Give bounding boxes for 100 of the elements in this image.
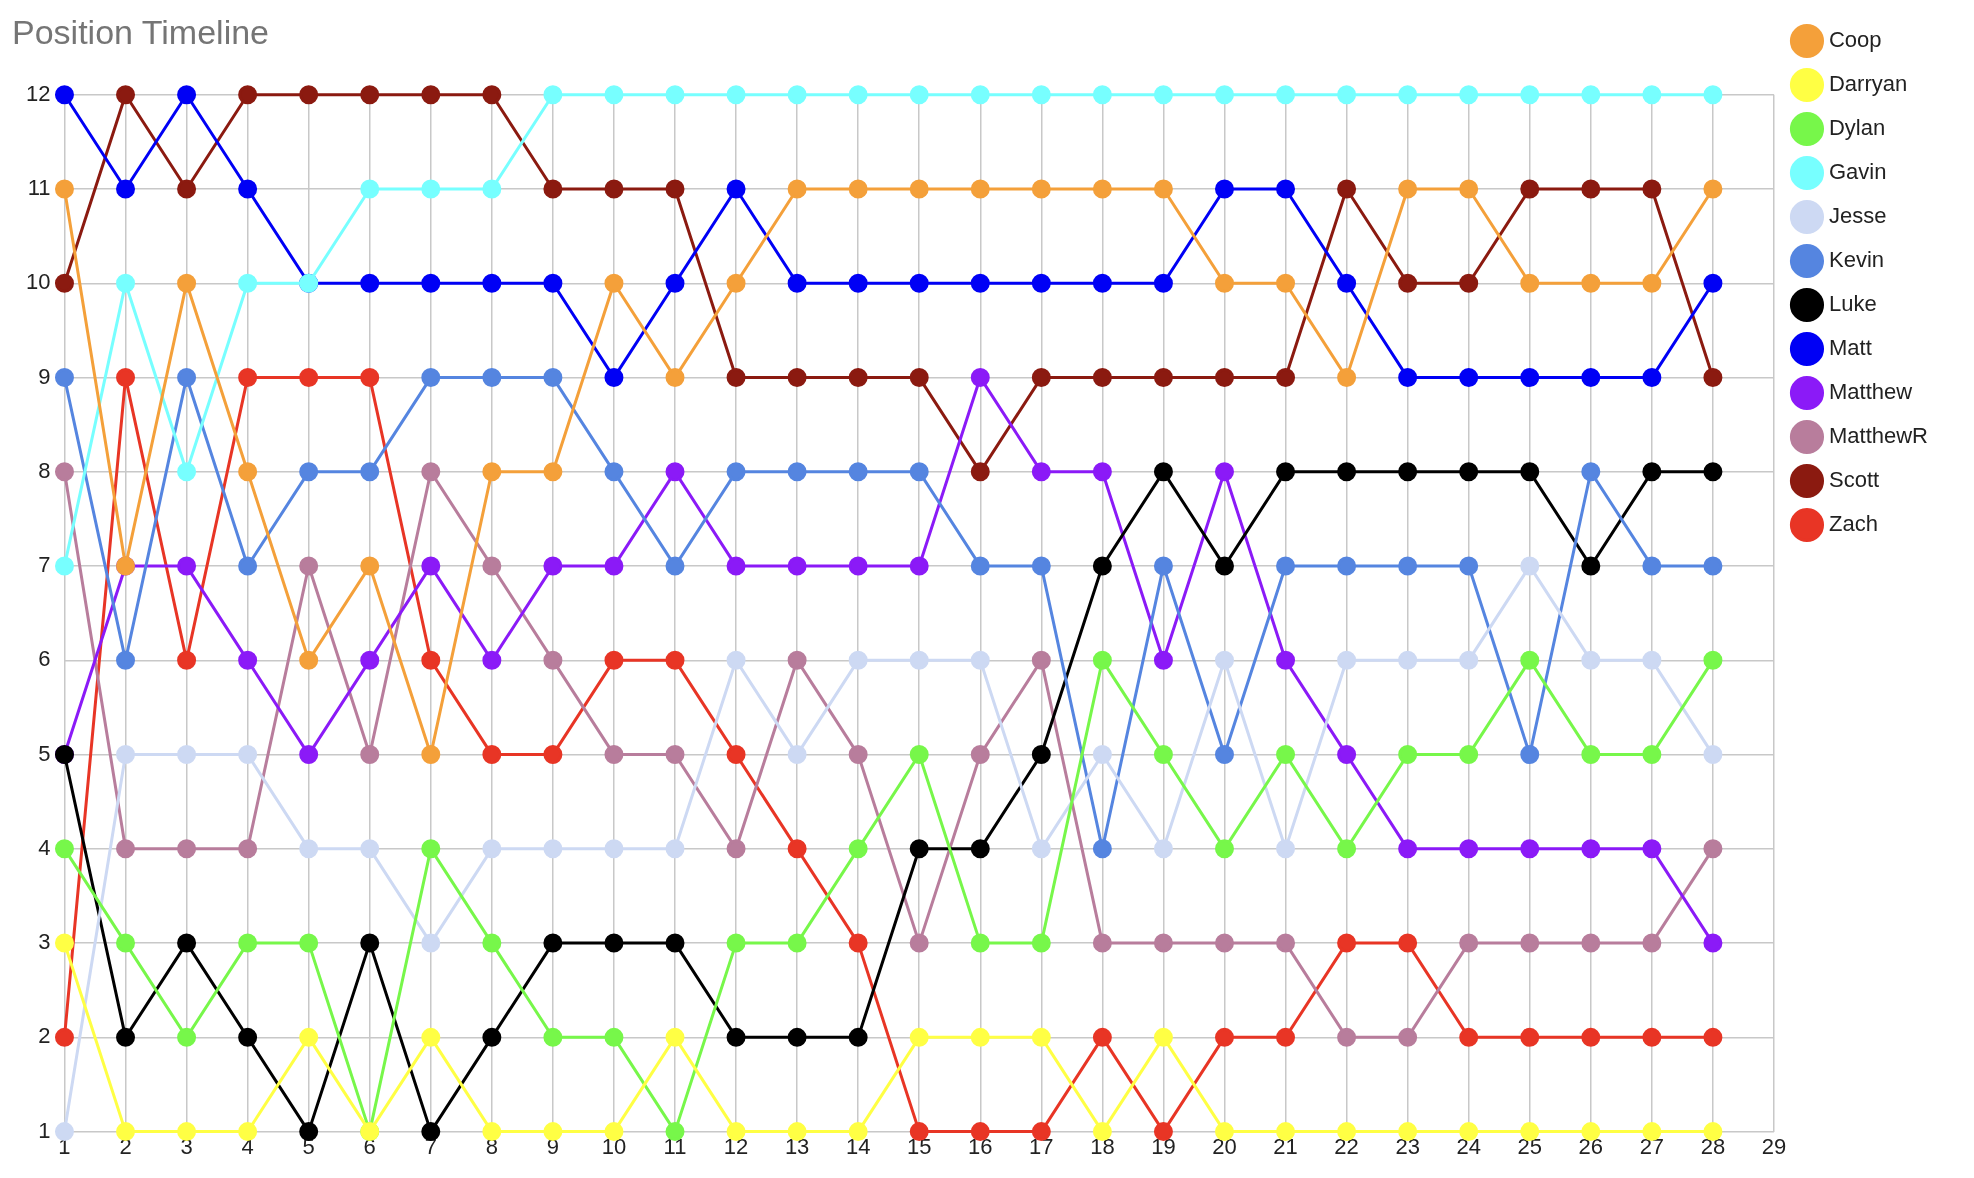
point xyxy=(1581,1027,1601,1047)
point xyxy=(1092,745,1112,765)
legend-label: Luke xyxy=(1828,291,1877,317)
point xyxy=(482,85,502,105)
y-tick-label: 4 xyxy=(38,834,51,860)
point xyxy=(1398,462,1418,482)
point xyxy=(1031,1027,1051,1047)
point xyxy=(726,556,746,576)
point xyxy=(604,650,624,670)
y-tick-label: 10 xyxy=(25,269,51,295)
point xyxy=(1214,462,1234,482)
point xyxy=(421,368,441,388)
legend-label: Zach xyxy=(1828,511,1878,537)
point xyxy=(787,368,807,388)
x-tick-label: 12 xyxy=(723,1133,749,1159)
point xyxy=(1520,556,1540,576)
point xyxy=(54,179,74,199)
x-tick-label: 11 xyxy=(663,1133,687,1159)
point xyxy=(970,1027,990,1047)
point xyxy=(1398,839,1418,859)
point xyxy=(1031,273,1051,293)
point xyxy=(1337,933,1357,953)
point xyxy=(1214,273,1234,293)
point xyxy=(299,368,319,388)
point xyxy=(1214,1027,1234,1047)
point xyxy=(848,745,868,765)
point xyxy=(970,650,990,670)
point xyxy=(909,462,929,482)
point xyxy=(421,1027,441,1047)
point xyxy=(360,745,380,765)
point xyxy=(1642,85,1662,105)
point xyxy=(1581,179,1601,199)
point xyxy=(1520,1027,1540,1047)
point xyxy=(1031,85,1051,105)
y-tick-label: 12 xyxy=(25,80,51,106)
point xyxy=(1520,462,1540,482)
point xyxy=(1703,839,1723,859)
point xyxy=(1214,556,1234,576)
point xyxy=(421,85,441,105)
point xyxy=(421,179,441,199)
point xyxy=(909,85,929,105)
point xyxy=(726,933,746,953)
point xyxy=(177,933,197,953)
point xyxy=(1459,745,1479,765)
point xyxy=(1031,650,1051,670)
point xyxy=(848,1027,868,1047)
point xyxy=(848,179,868,199)
point xyxy=(54,839,74,859)
point xyxy=(787,556,807,576)
x-tick-label: 26 xyxy=(1578,1133,1604,1159)
point xyxy=(360,556,380,576)
legend-label: Jesse xyxy=(1828,203,1887,229)
point xyxy=(1153,839,1173,859)
point xyxy=(116,1122,136,1142)
point xyxy=(360,462,380,482)
point xyxy=(604,745,624,765)
point xyxy=(238,933,258,953)
x-tick-label: 20 xyxy=(1212,1133,1237,1159)
point xyxy=(1642,179,1662,199)
point xyxy=(54,462,74,482)
y-tick-label: 2 xyxy=(38,1023,51,1049)
point xyxy=(1459,85,1479,105)
point xyxy=(299,745,319,765)
point xyxy=(970,179,990,199)
point xyxy=(1398,1027,1418,1047)
point xyxy=(909,368,929,388)
point xyxy=(665,85,685,105)
point xyxy=(1153,273,1173,293)
point xyxy=(360,273,380,293)
point xyxy=(726,368,746,388)
point xyxy=(665,556,685,576)
point xyxy=(1337,650,1357,670)
legend-label: Scott xyxy=(1828,467,1880,493)
point xyxy=(787,462,807,482)
legend-label: Gavin xyxy=(1828,159,1887,185)
point xyxy=(787,273,807,293)
point xyxy=(1581,650,1601,670)
point xyxy=(1092,650,1112,670)
x-tick-label: 22 xyxy=(1334,1133,1359,1159)
point xyxy=(1581,556,1601,576)
x-tick-label: 24 xyxy=(1456,1133,1481,1159)
point xyxy=(1581,745,1601,765)
point xyxy=(1337,368,1357,388)
point xyxy=(1520,179,1540,199)
point xyxy=(1581,462,1601,482)
point xyxy=(543,839,563,859)
point xyxy=(482,933,502,953)
point xyxy=(238,462,258,482)
point xyxy=(1520,85,1540,105)
point xyxy=(116,933,136,953)
point xyxy=(1459,839,1479,859)
point xyxy=(360,933,380,953)
point xyxy=(116,650,136,670)
point xyxy=(543,650,563,670)
point xyxy=(116,85,136,105)
point xyxy=(1703,650,1723,670)
point xyxy=(482,273,502,293)
point xyxy=(299,933,319,953)
point xyxy=(543,745,563,765)
point xyxy=(1520,839,1540,859)
